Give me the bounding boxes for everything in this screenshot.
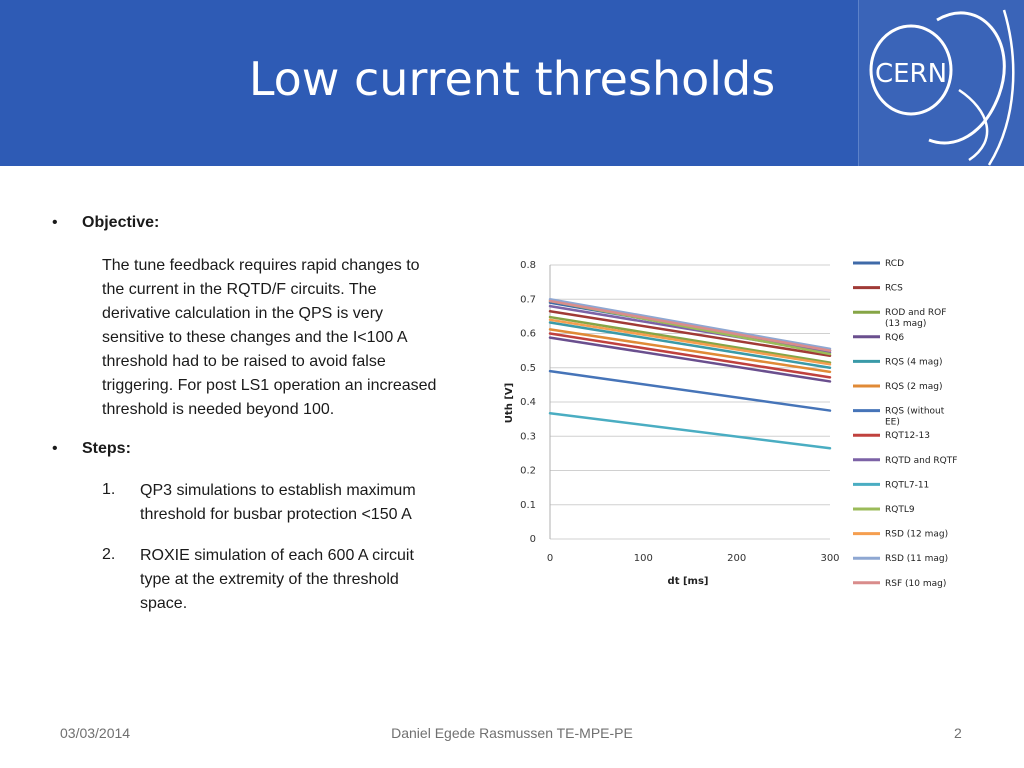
bullet-icon: • [52, 440, 58, 457]
step-line: space. [140, 595, 188, 612]
objective-line: The tune feedback requires rapid changes… [102, 257, 420, 274]
objective-line: triggering. For post LS1 operation an in… [102, 377, 437, 394]
series-line [548, 328, 832, 374]
y-tick-label: 0.6 [520, 329, 536, 340]
objective-heading: Objective: [82, 214, 160, 231]
x-tick-label: 300 [820, 553, 839, 564]
step-number: 1. [102, 481, 116, 498]
legend-label: RQS (4 mag) [885, 357, 943, 367]
x-tick-label: 100 [634, 553, 653, 564]
x-axis-title: dt [ms] [668, 576, 709, 587]
cern-logo-icon: CERN [869, 9, 1015, 166]
y-tick-label: 0.1 [520, 500, 536, 511]
cern-logo: CERN [858, 0, 1024, 166]
x-tick-label: 200 [727, 553, 746, 564]
step-number: 2. [102, 546, 116, 563]
series-line [548, 315, 832, 364]
footer-author: Daniel Egede Rasmussen TE-MPE-PE [391, 725, 633, 741]
x-tick-label: 0 [547, 553, 553, 564]
series-line [548, 299, 832, 352]
legend-label: RQS (without EE) [885, 407, 945, 428]
objective-line: the current in the RQTD/F circuits. The [102, 281, 377, 298]
legend-label: RQT12-13 [885, 431, 930, 441]
legend-label: RQTL9 [885, 505, 915, 515]
step-line: threshold for busbar protection <150 A [140, 506, 412, 523]
series-line [548, 309, 832, 358]
legend-label: RQTD and RQTF [885, 456, 957, 466]
legend-label: RSF (10 mag) [885, 579, 946, 589]
y-tick-label: 0.4 [520, 397, 536, 408]
objective-line: derivative calculation in the QPS is ver… [102, 305, 384, 322]
step-line: ROXIE simulation of each 600 A circuit [140, 547, 414, 564]
y-axis-title: Uth [V] [504, 383, 515, 423]
series-line [548, 412, 832, 450]
footer-date: 03/03/2014 [60, 725, 131, 741]
legend-label: RQ6 [885, 333, 904, 343]
slide-title: Low current thresholds [248, 52, 776, 106]
legend-label: RCD [885, 259, 904, 269]
series-line [548, 298, 832, 351]
y-tick-label: 0.2 [520, 466, 536, 477]
y-tick-label: 0.7 [520, 294, 536, 305]
legend-label: RSD (12 mag) [885, 530, 948, 540]
objective-line: sensitive to these changes and the I<100… [102, 329, 408, 346]
legend-label: RSD (11 mag) [885, 554, 948, 564]
y-tick-label: 0.8 [520, 260, 536, 271]
objective-line: threshold had to be raised to avoid fals… [102, 353, 386, 370]
series-line [548, 336, 832, 383]
logo-text: CERN [875, 59, 947, 89]
page-number: 2 [954, 725, 962, 741]
bullet-icon: • [52, 214, 58, 231]
legend: RCD RCS ROD and ROF (13 mag) RQ6 RQS (4 mag) R… [853, 259, 957, 589]
legend-label: RQS (2 mag) [885, 382, 943, 392]
series-line [548, 369, 832, 412]
step-text: QP3 simulations to establish maximum thr… [140, 479, 416, 527]
series-line [548, 332, 832, 379]
threshold-chart: 00.10.20.30.40.50.60.70.80 100 200 300 RCDR… [504, 259, 957, 589]
legend-label: ROD and ROF (13 mag) [885, 308, 946, 329]
objective-text: The tune feedback requires rapid changes… [102, 254, 436, 422]
title-bar: Low current thresholds [0, 0, 1024, 166]
y-tick-label: 0.5 [520, 363, 536, 374]
series-line [548, 318, 832, 366]
y-tick-label: 0 [530, 534, 536, 545]
series-line [548, 321, 832, 369]
step-line: type at the extremity of the threshold [140, 571, 399, 588]
objective-line: threshold is needed beyond 100. [102, 401, 335, 418]
legend-label: RQTL7-11 [885, 480, 929, 490]
step-line: QP3 simulations to establish maximum [140, 482, 416, 499]
step-text: ROXIE simulation of each 600 A circuit t… [140, 544, 414, 616]
series-lines [548, 298, 832, 450]
y-tick-label: 0.3 [520, 431, 536, 442]
legend-label: RCS [885, 284, 903, 294]
steps-heading: Steps: [82, 440, 131, 457]
